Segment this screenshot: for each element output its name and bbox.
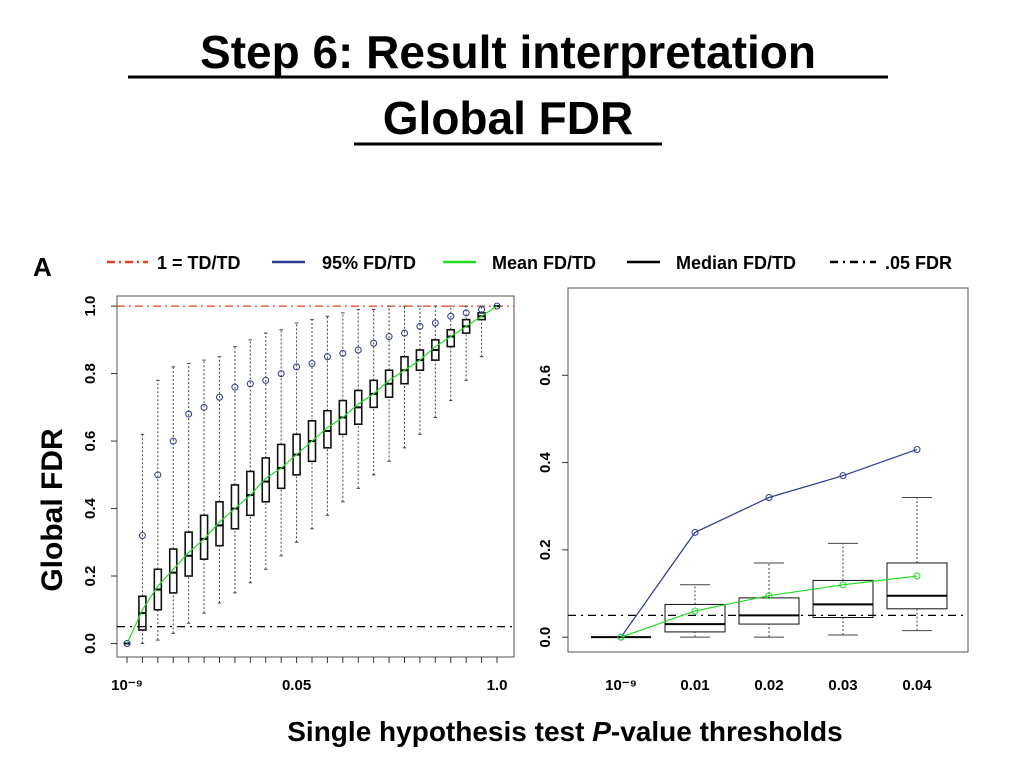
box — [812, 579, 874, 619]
y-axis-label: Global FDR — [36, 428, 69, 592]
series-point — [478, 305, 486, 313]
y-tick-label: 0.8 — [82, 363, 99, 384]
x-tick-label: 0.01 — [680, 677, 709, 694]
series-point — [323, 353, 331, 361]
y-tick-label: 0.4 — [82, 497, 99, 519]
series-point — [308, 359, 316, 367]
box — [230, 484, 240, 530]
series-point — [416, 322, 424, 330]
series-point — [431, 319, 439, 327]
x-tick-label: 0.05 — [282, 677, 311, 694]
box — [886, 562, 948, 610]
series-point — [169, 437, 177, 445]
x-tick-label: 10⁻⁹ — [111, 677, 143, 694]
series-point — [493, 302, 501, 310]
box — [215, 501, 224, 547]
series-line — [620, 575, 918, 638]
series-point — [354, 346, 362, 354]
series-point — [913, 572, 921, 580]
title-line: Step 6: Result interpretation — [200, 26, 816, 78]
series-point — [765, 592, 773, 600]
series-line — [126, 305, 498, 644]
x-tick-label: 0.04 — [902, 677, 932, 694]
y-tick-label: 0.6 — [537, 365, 554, 386]
x-axis-label: Single hypothesis test P-value threshold… — [287, 716, 842, 747]
series-point — [447, 312, 455, 320]
series-point — [231, 383, 239, 391]
legend-label: Mean FD/TD — [492, 253, 596, 273]
legend-label: 95% FD/TD — [322, 253, 416, 273]
series-point — [462, 309, 470, 317]
series-point — [246, 380, 254, 388]
series-point — [216, 393, 223, 401]
series-point — [277, 370, 285, 378]
legend-label: 1 = TD/TD — [157, 253, 241, 273]
box — [168, 548, 178, 594]
y-tick-label: 0.4 — [537, 452, 554, 474]
series-point — [138, 532, 146, 540]
series-point — [339, 349, 347, 357]
series-point — [370, 339, 378, 347]
series-point — [691, 607, 699, 615]
title-line: Global FDR — [383, 92, 633, 144]
series-point — [839, 581, 847, 589]
plot-frame — [116, 295, 515, 658]
series-point — [839, 472, 847, 480]
series-point — [185, 410, 193, 418]
box — [323, 409, 332, 449]
box — [738, 597, 800, 625]
y-tick-label: 0.0 — [537, 627, 554, 648]
series-line — [620, 448, 918, 638]
x-tick-label: 0.03 — [828, 677, 857, 694]
x-label-part: Single hypothesis test — [287, 716, 592, 747]
x-label-part: P — [592, 716, 611, 747]
box — [246, 470, 255, 517]
series-point — [913, 445, 921, 453]
series-point — [123, 640, 131, 648]
x-tick-label: 10⁻⁹ — [605, 677, 637, 694]
series-point — [154, 471, 162, 479]
panel-label: A — [33, 252, 52, 282]
y-tick-label: 0.6 — [82, 431, 99, 452]
box — [261, 457, 271, 503]
box — [664, 603, 726, 633]
box — [199, 514, 209, 560]
y-tick-label: 0.2 — [537, 539, 554, 560]
y-tick-label: 1.0 — [82, 296, 99, 317]
legend-label: .05 FDR — [885, 253, 952, 273]
x-tick-label: 0.02 — [754, 677, 783, 694]
series-point — [401, 329, 408, 337]
box — [184, 531, 193, 577]
y-tick-label: 0.0 — [82, 633, 99, 654]
legend-label: Median FD/TD — [676, 253, 796, 273]
plot-frame — [567, 287, 969, 653]
series-point — [385, 332, 393, 340]
series-point — [200, 403, 208, 411]
series-point — [262, 376, 270, 384]
x-tick-label: 1.0 — [487, 677, 508, 694]
series-point — [617, 633, 625, 641]
series-point — [293, 363, 301, 371]
series-point — [765, 493, 773, 501]
box — [276, 443, 286, 490]
series-point — [691, 528, 699, 536]
x-label-part: -value thresholds — [611, 716, 843, 747]
y-tick-label: 0.2 — [82, 566, 99, 587]
